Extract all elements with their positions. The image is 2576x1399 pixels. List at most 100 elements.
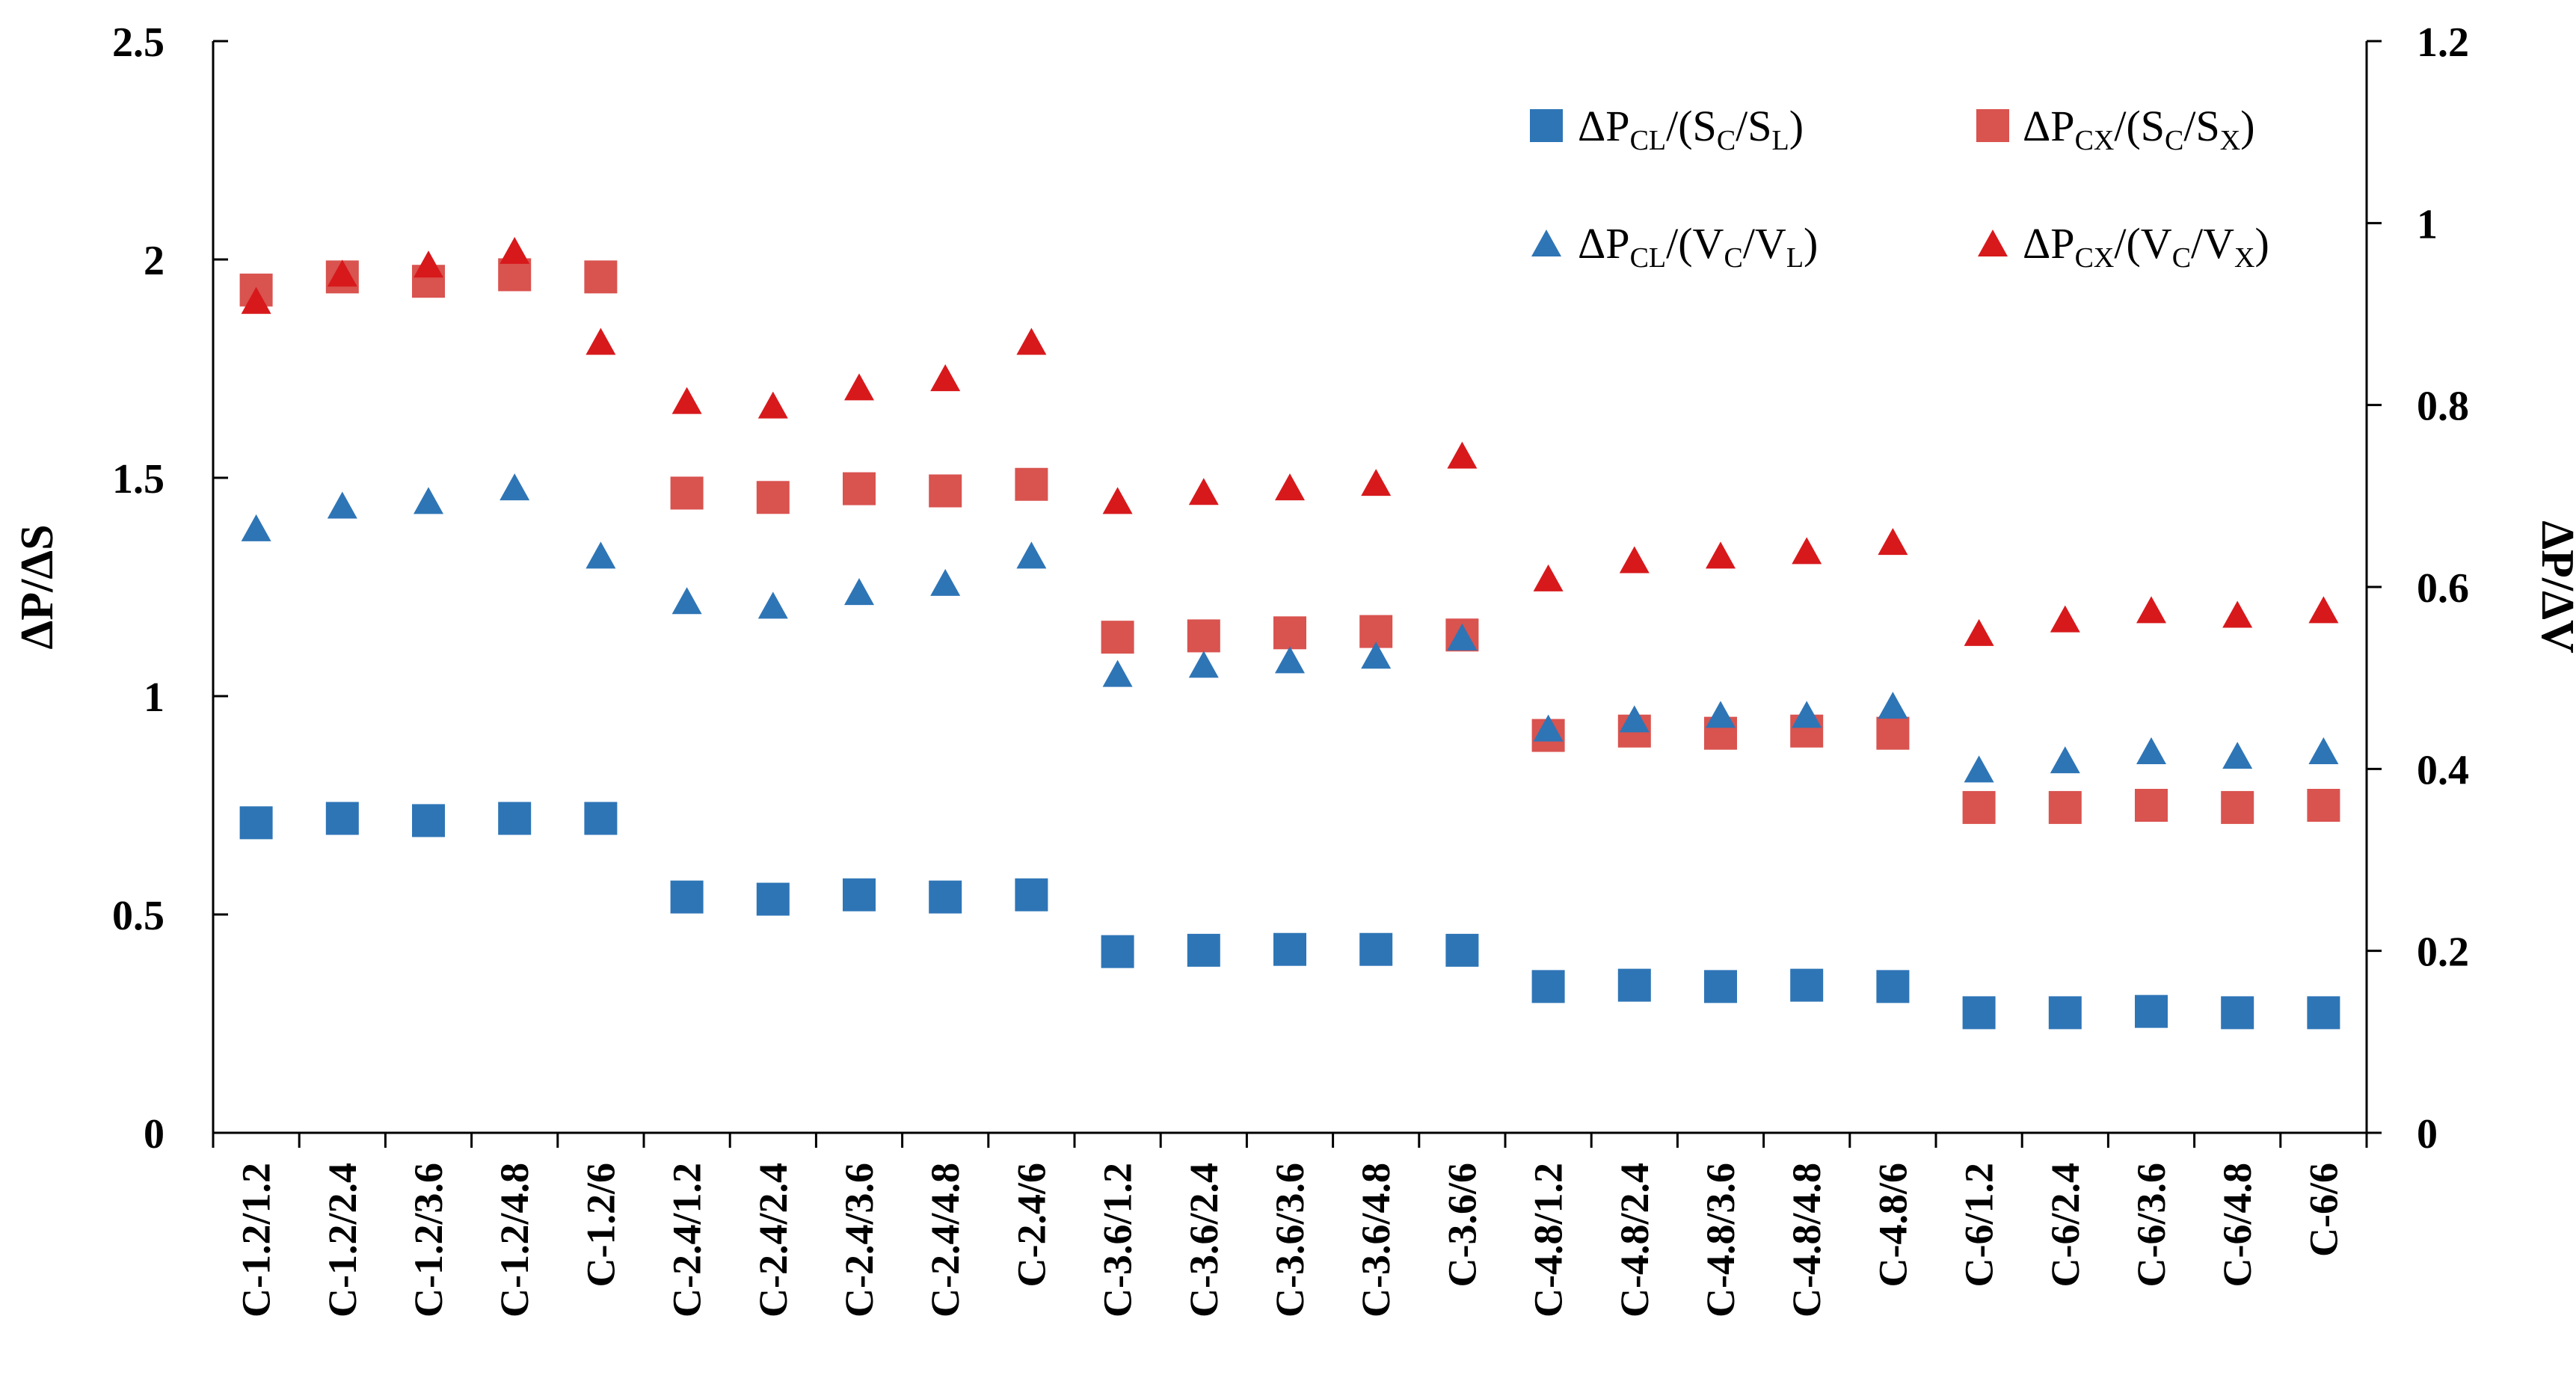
- data-point-square: [1101, 621, 1134, 654]
- data-point-triangle: [2136, 737, 2166, 764]
- data-point-triangle: [1275, 473, 1305, 501]
- data-point-square: [1962, 996, 1996, 1030]
- data-point-triangle: [671, 587, 702, 615]
- data-point-triangle: [1964, 755, 1994, 783]
- data-point-triangle: [1361, 469, 1392, 496]
- legend-label: ΔPCL/(VC/VL): [1578, 219, 1818, 274]
- left-tick-label: 1: [144, 674, 165, 721]
- data-point-triangle: [327, 491, 357, 519]
- x-category-label: C-4.8/3.6: [1698, 1163, 1743, 1317]
- data-point-triangle: [1533, 564, 1564, 591]
- x-category-label: C-1.2/6: [578, 1163, 623, 1287]
- data-point-triangle: [930, 364, 961, 392]
- data-point-square: [325, 802, 359, 835]
- x-category-label: C-2.4/3.6: [837, 1163, 882, 1317]
- data-point-triangle: [1016, 328, 1047, 355]
- data-point-triangle: [1447, 623, 1478, 651]
- data-point-square: [1273, 932, 1306, 966]
- x-category-label: C-6/4.8: [2215, 1163, 2260, 1287]
- data-point-square: [670, 880, 704, 914]
- data-point-square: [1015, 467, 1048, 501]
- legend-item: ΔPCX/(VC/VX): [1978, 219, 2269, 274]
- data-point-square: [1962, 790, 1996, 824]
- data-point-triangle: [1619, 546, 1650, 574]
- data-point-triangle: [1188, 478, 1219, 505]
- data-point-triangle: [1102, 487, 1133, 514]
- data-point-triangle: [844, 578, 874, 606]
- legend-marker-triangle: [1978, 230, 2008, 256]
- left-tick-label: 0: [144, 1111, 165, 1157]
- data-point-square: [1876, 970, 1910, 1003]
- right-tick-label: 0.8: [2417, 384, 2469, 430]
- data-point-square: [756, 882, 790, 916]
- x-category-label: C-2.4/1.2: [665, 1163, 710, 1317]
- data-point-square: [2135, 789, 2168, 822]
- x-category-label: C-4.8/2.4: [1612, 1163, 1657, 1317]
- x-category-label: C-1.2/4.8: [492, 1163, 537, 1317]
- data-point-square: [1617, 968, 1651, 1002]
- data-point-triangle: [2308, 737, 2339, 764]
- data-point-triangle: [1619, 705, 1650, 733]
- data-point-square: [1273, 616, 1306, 650]
- data-point-triangle: [1706, 701, 1736, 728]
- data-point-square: [670, 476, 704, 510]
- x-category-label: C-6/3.6: [2129, 1163, 2174, 1287]
- legend-item: ΔPCL/(SC/SL): [1530, 102, 1804, 156]
- x-category-label: C-4.8/1.2: [1526, 1163, 1571, 1317]
- data-point-square: [1015, 878, 1048, 911]
- data-point-square: [1445, 933, 1479, 967]
- data-point-triangle: [1361, 642, 1392, 669]
- x-category-label: C-6/1.2: [1957, 1163, 2002, 1287]
- legend-label: ΔPCX/(VC/VX): [2023, 219, 2269, 274]
- data-point-triangle: [757, 591, 788, 619]
- data-point-square: [929, 474, 962, 508]
- legend-label: ΔPCX/(SC/SX): [2023, 102, 2255, 156]
- data-point-square: [2307, 996, 2340, 1030]
- x-category-label: C-3.6/4.8: [1353, 1163, 1398, 1317]
- data-point-square: [1359, 932, 1393, 966]
- x-category-label: C-2.4/2.4: [751, 1163, 796, 1317]
- y2-axis-title: ΔP/ΔV: [2532, 520, 2576, 654]
- data-point-square: [1187, 619, 1220, 653]
- axes-layer: 0 0.5 1 1.5 2 2.5 0 0.2 0.4 0.6 0.8 1 1.2 C-1.2/1.2 C-…: [12, 19, 2576, 1317]
- data-point-triangle: [2308, 596, 2339, 624]
- right-tick-label: 0: [2417, 1111, 2438, 1157]
- x-category-label: C-3.6/6: [1439, 1163, 1484, 1287]
- data-point-triangle: [241, 514, 271, 541]
- data-point-triangle: [671, 387, 702, 414]
- data-point-triangle: [1792, 701, 1822, 728]
- data-point-square: [1876, 716, 1910, 750]
- points-layer: [239, 236, 2340, 1030]
- data-point-triangle: [1447, 441, 1478, 469]
- right-tick-label: 1.2: [2417, 19, 2469, 66]
- legend: ΔPCL/(SC/SL) ΔPCX/(SC/SX) ΔPCL/(VC/VL) ΔPCX…: [1530, 102, 2269, 274]
- right-tick-label: 0.6: [2417, 565, 2469, 612]
- y-axis-title: ΔP/ΔS: [12, 524, 63, 649]
- data-point-square: [756, 481, 790, 514]
- x-category-label: C-2.4/6: [1009, 1163, 1054, 1287]
- left-tick-label: 0.5: [112, 893, 165, 939]
- data-point-triangle: [2222, 742, 2253, 769]
- right-tick-label: 1: [2417, 201, 2438, 247]
- data-point-triangle: [1275, 646, 1305, 674]
- x-category-label: C-4.8/6: [1870, 1163, 1915, 1287]
- legend-marker-square: [1976, 109, 2009, 142]
- x-category-label: C-1.2/2.4: [320, 1163, 365, 1317]
- data-point-square: [584, 802, 618, 835]
- data-point-triangle: [1878, 692, 1908, 719]
- data-point-triangle: [2222, 600, 2253, 628]
- left-tick-label: 2.5: [112, 19, 165, 66]
- legend-marker-triangle: [1531, 230, 1561, 256]
- series-2: [239, 258, 2340, 824]
- legend-label: ΔPCL/(SC/SL): [1578, 102, 1804, 156]
- data-point-square: [2048, 996, 2082, 1030]
- data-point-square: [1531, 970, 1565, 1003]
- data-point-square: [843, 878, 876, 911]
- x-category-label: C-1.2/1.2: [234, 1163, 279, 1317]
- left-tick-label: 2: [144, 238, 165, 284]
- data-point-square: [929, 880, 962, 914]
- data-point-triangle: [414, 250, 443, 278]
- data-point-triangle: [757, 391, 788, 419]
- x-category-label: C-3.6/3.6: [1267, 1163, 1312, 1317]
- data-point-square: [1101, 935, 1134, 968]
